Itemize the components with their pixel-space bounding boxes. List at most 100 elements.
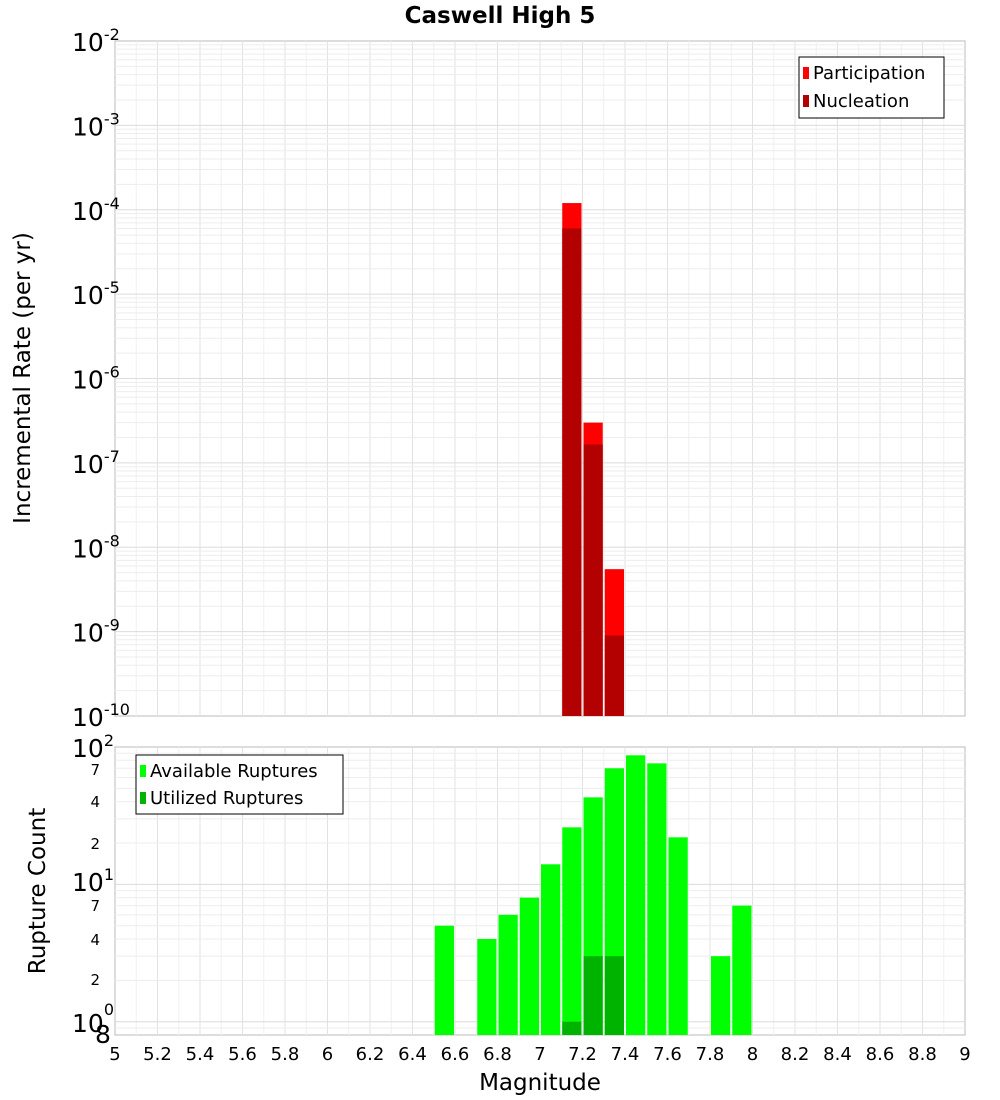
top-plot: 10-210-310-410-510-610-710-810-910-10 In… bbox=[10, 25, 966, 732]
top-y-decade-label--5: 10-5 bbox=[72, 278, 120, 310]
top-grid bbox=[115, 41, 965, 716]
top-y-decade-base: 10 bbox=[72, 534, 104, 563]
x-tick-label-6.2: 6.2 bbox=[356, 1044, 385, 1065]
bar-available-7.95 bbox=[732, 905, 752, 1035]
top-y-decade-exp: -6 bbox=[104, 363, 120, 382]
x-tick-label-5.2: 5.2 bbox=[143, 1044, 172, 1065]
top-y-decade-exp: -7 bbox=[104, 447, 120, 466]
x-tick-label-5.6: 5.6 bbox=[228, 1044, 257, 1065]
top-y-decade-exp: -9 bbox=[104, 616, 120, 635]
bar-utilized-7.25 bbox=[583, 956, 603, 1035]
bottom-y-axis-label: Rupture Count bbox=[25, 808, 51, 974]
bar-available-7.65 bbox=[668, 837, 688, 1035]
bar-nucleation-7.35 bbox=[604, 635, 624, 716]
x-tick-label-6.4: 6.4 bbox=[398, 1044, 427, 1065]
bar-available-7.55 bbox=[647, 763, 667, 1035]
x-tick-labels: 5 5.2 5.4 5.6 5.8 6 6.2 6.4 6.6 6.8 7 7.2 7.4 7.6 7.8 8… bbox=[109, 1044, 970, 1065]
top-legend-box bbox=[798, 56, 945, 119]
x-tick-label-7.6: 7.6 bbox=[653, 1044, 682, 1065]
bar-available-7.85 bbox=[711, 956, 731, 1035]
top-y-decade-label--10: 10-10 bbox=[72, 700, 130, 732]
bar-available-7.15 bbox=[562, 827, 582, 1035]
legend-label-participation: Participation bbox=[813, 63, 925, 84]
bar-available-6.85 bbox=[498, 914, 518, 1035]
chart-title: Caswell High 5 bbox=[405, 3, 596, 29]
x-tick-label-5: 5 bbox=[109, 1044, 120, 1065]
legend-label-available: Available Ruptures bbox=[150, 761, 318, 782]
top-y-decade-exp: -4 bbox=[104, 194, 120, 213]
top-y-decade-label--6: 10-6 bbox=[72, 363, 120, 395]
top-y-decade-label--9: 10-9 bbox=[72, 616, 120, 648]
bar-nucleation-7.25 bbox=[583, 444, 603, 716]
x-tick-label-9: 9 bbox=[959, 1044, 970, 1065]
top-y-decade-label--8: 10-8 bbox=[72, 531, 120, 563]
x-tick-label-8.2: 8.2 bbox=[781, 1044, 810, 1065]
legend-swatch-participation bbox=[803, 67, 809, 79]
top-y-decade-label--3: 10-3 bbox=[72, 109, 120, 141]
top-y-decade-exp: -3 bbox=[104, 109, 120, 128]
x-tick-label-7.2: 7.2 bbox=[568, 1044, 597, 1065]
bar-utilized-7.35 bbox=[604, 956, 624, 1035]
bottom-legend: Available Ruptures Utilized Ruptures bbox=[135, 754, 344, 815]
legend-label-utilized: Utilized Ruptures bbox=[150, 788, 303, 809]
x-tick-label-7: 7 bbox=[534, 1044, 545, 1065]
x-tick-label-6.8: 6.8 bbox=[483, 1044, 512, 1065]
top-legend: Participation Nucleation bbox=[798, 56, 945, 119]
top-y-decade-base: 10 bbox=[72, 281, 104, 310]
bottom-y-decade-label-1: 101 bbox=[72, 865, 114, 897]
x-tick-label-8.8: 8.8 bbox=[908, 1044, 937, 1065]
bottom-grid bbox=[115, 747, 965, 1035]
x-tick-label-5.8: 5.8 bbox=[271, 1044, 300, 1065]
top-y-decade-exp: -5 bbox=[104, 278, 120, 297]
top-y-decade-base: 10 bbox=[72, 703, 104, 732]
top-y-decade-label--4: 10-4 bbox=[72, 194, 120, 226]
bar-available-7.45 bbox=[626, 755, 646, 1035]
bar-available-6.75 bbox=[477, 939, 497, 1035]
bar-available-6.95 bbox=[519, 897, 539, 1035]
bottom-y-decade-label-2: 102 bbox=[72, 731, 114, 763]
legend-swatch-utilized bbox=[140, 792, 146, 804]
top-y-decade-base: 10 bbox=[72, 197, 104, 226]
bar-utilized-7.15 bbox=[562, 1021, 582, 1035]
x-tick-label-7.8: 7.8 bbox=[696, 1044, 725, 1065]
bottom-y-minor-label-70: 7 bbox=[90, 761, 100, 779]
bottom-plot: 102 7 4 2 101 7 4 2 100 8 5 5.2 5.4 5.6 5.8 6… bbox=[25, 731, 971, 1096]
bottom-legend-box bbox=[135, 754, 344, 815]
bottom-y-label-bottom-value: 8 bbox=[95, 1020, 111, 1049]
top-y-decade-base: 10 bbox=[72, 366, 104, 395]
bottom-bars bbox=[434, 755, 752, 1035]
top-y-decade-exp: -8 bbox=[104, 531, 120, 550]
bottom-y-minor-label-4: 4 bbox=[90, 931, 100, 949]
top-y-decade-base: 10 bbox=[72, 112, 104, 141]
x-tick-label-6.6: 6.6 bbox=[441, 1044, 470, 1065]
top-y-axis-label: Incremental Rate (per yr) bbox=[10, 232, 36, 524]
x-tick-label-8.6: 8.6 bbox=[866, 1044, 895, 1065]
top-y-decade-label--2: 10-2 bbox=[72, 25, 120, 57]
top-y-decade-exp: -10 bbox=[104, 700, 130, 719]
bar-nucleation-7.15 bbox=[562, 228, 582, 716]
legend-swatch-nucleation bbox=[803, 95, 809, 107]
x-tick-label-5.4: 5.4 bbox=[186, 1044, 215, 1065]
bottom-y-minor-label-40: 4 bbox=[90, 793, 100, 811]
x-tick-label-6: 6 bbox=[322, 1044, 333, 1065]
legend-swatch-available bbox=[140, 765, 146, 777]
top-y-tick-labels: 10-210-310-410-510-610-710-810-910-10 bbox=[72, 25, 130, 732]
top-bars bbox=[562, 203, 624, 716]
bottom-y-tick-labels: 102 7 4 2 101 7 4 2 100 8 bbox=[72, 731, 114, 1049]
top-y-decade-base: 10 bbox=[72, 619, 104, 648]
x-tick-label-7.4: 7.4 bbox=[611, 1044, 640, 1065]
bottom-y-decade-label-0: 100 bbox=[72, 1000, 114, 1038]
x-tick-label-8: 8 bbox=[747, 1044, 758, 1065]
bar-available-6.55 bbox=[434, 925, 454, 1035]
top-y-decade-label--7: 10-7 bbox=[72, 447, 120, 479]
x-tick-label-8.4: 8.4 bbox=[823, 1044, 852, 1065]
bottom-y-minor-label-2: 2 bbox=[90, 971, 100, 989]
bottom-y-minor-label-20: 2 bbox=[90, 835, 100, 853]
bottom-y-minor-label-7: 7 bbox=[90, 897, 100, 915]
legend-label-nucleation: Nucleation bbox=[813, 91, 909, 112]
x-axis-label: Magnitude bbox=[479, 1070, 601, 1096]
bar-available-7.05 bbox=[541, 864, 561, 1035]
top-y-decade-base: 10 bbox=[72, 28, 104, 57]
